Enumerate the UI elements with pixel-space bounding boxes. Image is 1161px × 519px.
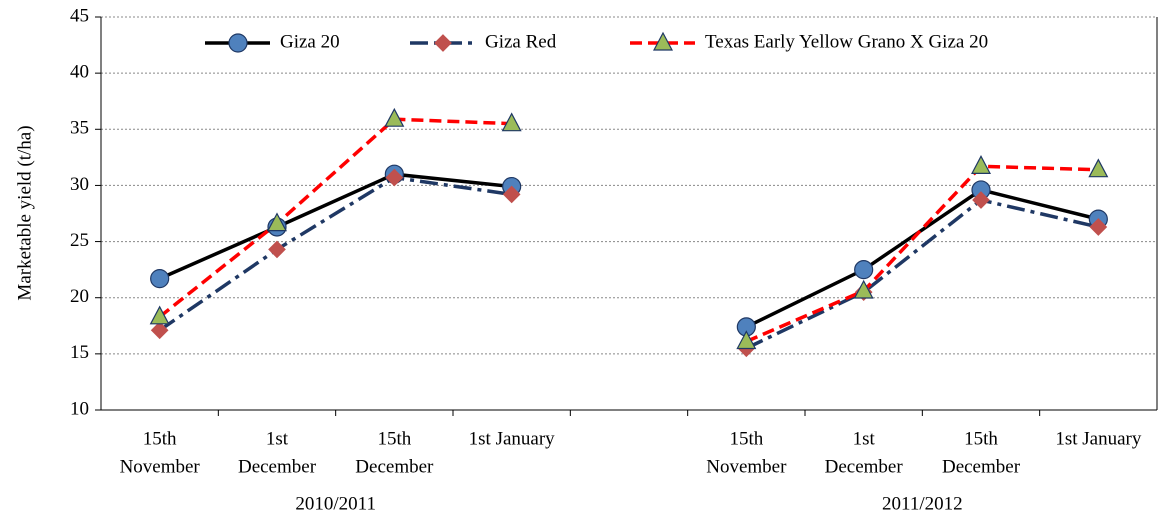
y-tick-label: 35	[70, 118, 89, 139]
legend-marker	[228, 33, 248, 53]
legend-marker	[434, 34, 452, 52]
data-point	[972, 191, 990, 209]
data-point	[150, 321, 169, 340]
legend-label: Giza 20	[280, 31, 340, 52]
series-line	[158, 172, 1099, 329]
x-tick-label: 15th	[964, 428, 998, 449]
x-tick-label: 1st January	[1055, 428, 1142, 449]
data-point	[384, 107, 405, 127]
legend-label: Giza Red	[485, 31, 557, 52]
x-tick-label: December	[825, 456, 904, 477]
x-tick-label: 1st	[853, 428, 876, 449]
legend-marker	[653, 31, 673, 51]
x-tick-label: 1st January	[469, 428, 556, 449]
data-point	[502, 185, 521, 204]
y-tick-label: 45	[70, 5, 89, 26]
y-axis-label: Marketable yield (t/ha)	[14, 125, 35, 300]
y-tick-label: 30	[70, 174, 89, 195]
x-tick-label: 15th	[729, 428, 763, 449]
data-point	[1088, 158, 1109, 178]
data-point	[971, 155, 991, 174]
data-point	[385, 168, 404, 187]
data-point	[150, 269, 170, 289]
x-tick-label: December	[942, 456, 1021, 477]
x-tick-label: November	[120, 456, 201, 477]
data-point	[1089, 218, 1108, 236]
data-point	[268, 240, 286, 259]
legend-label: Texas Early Yellow Grano X Giza 20	[705, 31, 988, 52]
data-point	[853, 279, 874, 299]
y-tick-label: 10	[70, 398, 89, 419]
x-tick-label: 1st	[266, 428, 289, 449]
x-tick-label: December	[355, 456, 434, 477]
data-point	[736, 330, 757, 350]
data-point	[267, 212, 287, 232]
series-line	[158, 117, 1099, 344]
data-point	[501, 112, 522, 132]
y-tick-label: 20	[70, 286, 89, 307]
data-point	[149, 305, 170, 325]
y-tick-label: 15	[70, 342, 89, 363]
series-line	[158, 175, 1099, 350]
x-tick-label: 15th	[143, 428, 177, 449]
x-tick-label: November	[706, 456, 787, 477]
group-label: 2010/2011	[295, 493, 376, 514]
x-tick-label: 15th	[377, 428, 411, 449]
y-tick-label: 40	[70, 62, 89, 83]
data-point	[854, 260, 874, 280]
group-label: 2011/2012	[882, 493, 963, 514]
y-tick-label: 25	[70, 230, 89, 251]
x-tick-label: December	[238, 456, 317, 477]
